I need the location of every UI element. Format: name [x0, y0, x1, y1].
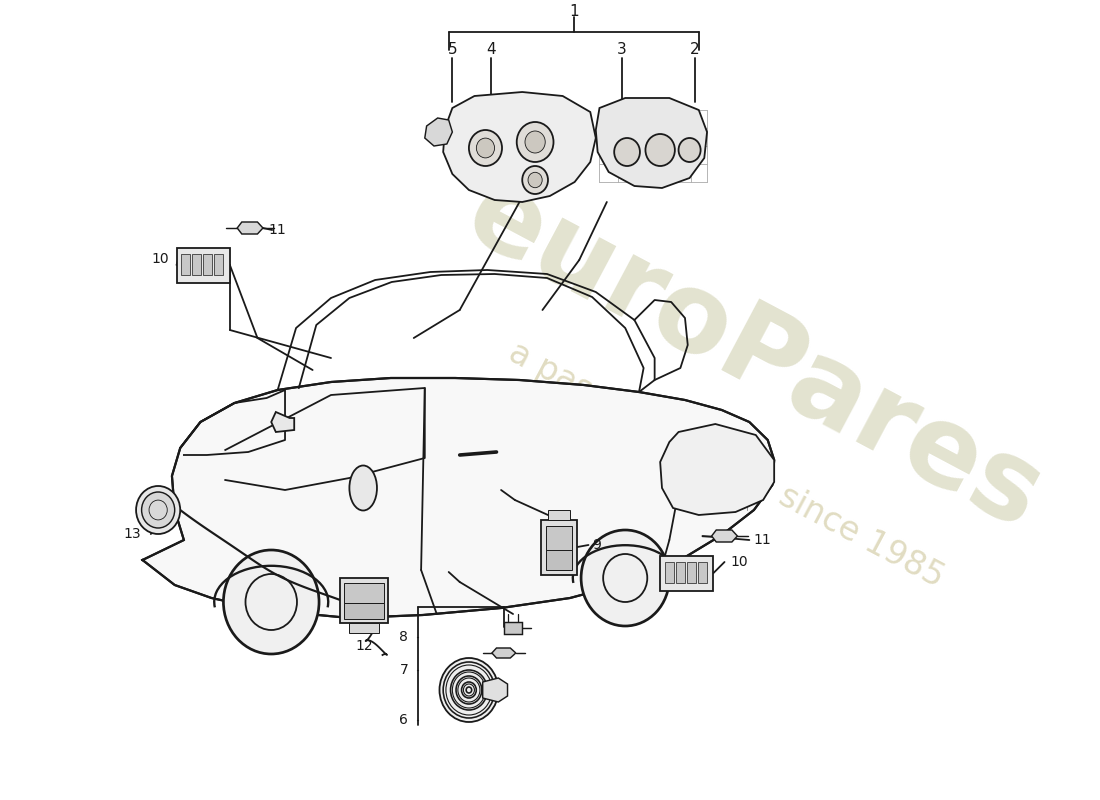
Polygon shape	[238, 222, 263, 234]
Polygon shape	[143, 378, 774, 618]
Text: 1: 1	[569, 3, 579, 18]
Bar	[344, 583, 384, 603]
Polygon shape	[596, 98, 707, 188]
FancyBboxPatch shape	[176, 248, 230, 283]
Circle shape	[522, 166, 548, 194]
Bar	[548, 510, 570, 520]
Text: 2: 2	[691, 42, 700, 58]
Circle shape	[142, 492, 175, 528]
Circle shape	[469, 130, 502, 166]
Circle shape	[525, 131, 546, 153]
Circle shape	[223, 550, 319, 654]
FancyBboxPatch shape	[540, 520, 578, 575]
Bar	[675, 562, 685, 583]
Bar	[192, 254, 201, 275]
Polygon shape	[712, 530, 737, 542]
Polygon shape	[443, 92, 596, 202]
Bar	[350, 623, 378, 633]
Polygon shape	[272, 412, 294, 432]
Text: 3: 3	[617, 42, 626, 58]
Circle shape	[646, 134, 675, 166]
Circle shape	[136, 486, 180, 534]
FancyBboxPatch shape	[340, 578, 388, 623]
Text: 6: 6	[399, 713, 408, 727]
Text: 11: 11	[754, 533, 771, 547]
Bar	[344, 602, 384, 618]
Circle shape	[614, 138, 640, 166]
Text: 12: 12	[355, 639, 373, 653]
Bar	[504, 622, 522, 634]
Circle shape	[440, 658, 498, 722]
Text: 11: 11	[268, 223, 286, 237]
Text: 8: 8	[399, 630, 408, 644]
Polygon shape	[492, 648, 516, 658]
Circle shape	[679, 138, 701, 162]
FancyBboxPatch shape	[660, 556, 714, 591]
Text: 9: 9	[592, 538, 601, 552]
Polygon shape	[180, 390, 285, 455]
Text: 13: 13	[123, 527, 141, 541]
Text: 10: 10	[151, 252, 168, 266]
Text: 4: 4	[486, 42, 496, 58]
Bar	[697, 562, 707, 583]
Bar	[214, 254, 223, 275]
Bar	[182, 254, 190, 275]
Bar	[546, 550, 572, 570]
Text: a passion for cars since 1985: a passion for cars since 1985	[503, 336, 949, 594]
Bar	[204, 254, 212, 275]
Circle shape	[528, 172, 542, 188]
Bar	[546, 526, 572, 550]
Text: 5: 5	[448, 42, 458, 58]
Text: 7: 7	[399, 663, 408, 677]
Polygon shape	[483, 678, 507, 702]
Circle shape	[476, 138, 495, 158]
Bar	[664, 562, 674, 583]
Bar	[686, 562, 696, 583]
Text: euroPares: euroPares	[449, 158, 1059, 551]
Polygon shape	[660, 424, 774, 515]
Circle shape	[517, 122, 553, 162]
Text: 10: 10	[730, 555, 748, 569]
Polygon shape	[425, 118, 452, 146]
Polygon shape	[226, 388, 425, 490]
Circle shape	[581, 530, 670, 626]
Ellipse shape	[350, 466, 377, 510]
